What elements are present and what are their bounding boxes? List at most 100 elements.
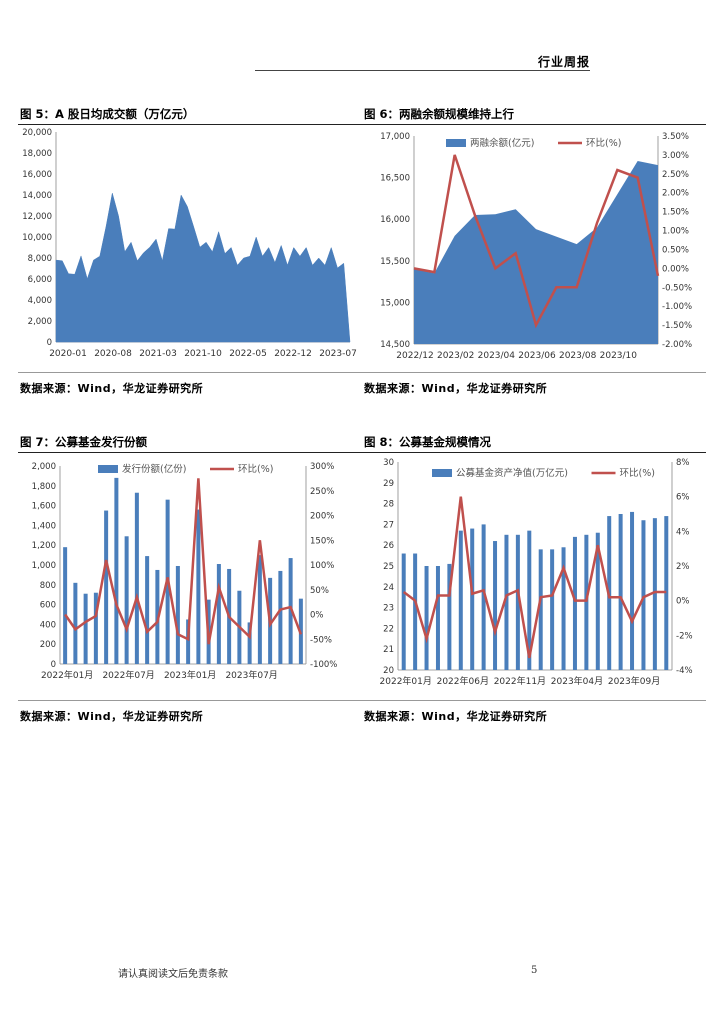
legend-label-secondary: 环比(%): [620, 467, 655, 479]
y2-tick-label: 250%: [310, 487, 334, 497]
issuance-bar: [247, 622, 252, 664]
y-tick-label: 15,500: [380, 257, 410, 267]
y-tick-label: 20: [383, 666, 394, 676]
y-tick-label: 400: [40, 620, 56, 630]
issuance-bar: [145, 556, 150, 664]
y2-tick-label: 3.00%: [662, 151, 689, 161]
issuance-bar: [83, 593, 88, 664]
x-tick-label: 2020-01: [49, 349, 87, 359]
y2-tick-label: 1.00%: [662, 227, 689, 237]
y-tick-label: 1,600: [32, 502, 56, 512]
y2-tick-label: 0%: [310, 611, 324, 621]
legend-swatch-primary: [446, 139, 466, 147]
x-tick-label: 2023/02: [437, 351, 474, 361]
issuance-bar: [73, 582, 78, 664]
issuance-bar: [216, 564, 221, 664]
legend-label-secondary: 环比(%): [586, 137, 621, 149]
y2-tick-label: 100%: [310, 561, 334, 571]
y-tick-label: 2,000: [28, 317, 52, 327]
x-tick-label: 2021-03: [139, 349, 177, 359]
mom-line: [64, 478, 303, 645]
y2-tick-label: 3.50%: [662, 132, 689, 142]
x-tick-label: 2023/10: [600, 351, 638, 361]
net-asset-bar: [515, 534, 520, 670]
x-tick-label: 2023年04月: [551, 675, 603, 687]
net-asset-bar: [493, 541, 498, 670]
y2-tick-label: 150%: [310, 536, 334, 546]
figure-6-source: 数据来源：Wind，华龙证券研究所: [364, 382, 548, 395]
y2-tick-label: 200%: [310, 512, 334, 522]
y-tick-label: 16,000: [22, 170, 52, 180]
y-tick-label: 30: [383, 458, 394, 468]
x-tick-label: 2022-05: [229, 349, 267, 359]
x-tick-label: 2022-12: [274, 349, 312, 359]
y-tick-label: 10,000: [22, 233, 52, 243]
issuance-bar: [257, 555, 262, 664]
net-asset-bar: [458, 530, 463, 670]
y2-tick-label: -50%: [310, 635, 332, 645]
y-tick-label: 0: [51, 660, 56, 670]
net-asset-bar: [561, 547, 566, 670]
y-tick-label: 18,000: [22, 149, 52, 159]
net-asset-bar: [641, 520, 646, 670]
legend-label-primary: 两融余额(亿元): [470, 137, 534, 149]
y-tick-label: 27: [383, 520, 394, 530]
issuance-bar: [114, 477, 119, 664]
y-tick-label: 8,000: [28, 254, 52, 264]
x-tick-label: 2022/12: [396, 351, 433, 361]
y2-tick-label: -1.00%: [662, 302, 692, 312]
net-asset-bar: [550, 549, 555, 670]
net-asset-bar: [584, 534, 589, 670]
x-tick-label: 2023/04: [478, 351, 516, 361]
x-tick-label: 2020-08: [94, 349, 132, 359]
net-asset-bar: [481, 524, 486, 670]
x-tick-label: 2022年11月: [494, 675, 546, 687]
figure-8-source: 数据来源：Wind，华龙证券研究所: [364, 710, 548, 723]
y2-tick-label: 300%: [310, 462, 334, 472]
x-tick-label: 2023-07: [319, 349, 357, 359]
y-tick-label: 21: [383, 645, 394, 655]
net-asset-bar: [538, 549, 543, 670]
y-tick-label: 12,000: [22, 212, 52, 222]
x-tick-label: 2023年07月: [225, 669, 277, 681]
figure-7-chart: 0 200 400 600 800 1,000 1,200 1,400 1,600 1,800 2,…: [32, 462, 338, 681]
legend-swatch-primary: [98, 465, 118, 473]
y-tick-label: 28: [383, 500, 394, 510]
figure-5-chart: 0 2,000 4,000 6,000 8,000 10,000 12,000 14,000 1…: [22, 128, 357, 359]
x-tick-label: 2022年06月: [437, 675, 489, 687]
net-asset-bar: [572, 536, 577, 670]
y-tick-label: 200: [40, 640, 56, 650]
y-tick-label: 29: [383, 479, 394, 489]
figure-7-top-rule: [18, 452, 362, 453]
y2-tick-label: 0%: [676, 597, 690, 607]
x-tick-label: 2023/08: [559, 351, 597, 361]
x-tick-label: 2023年09月: [608, 675, 660, 687]
y-tick-label: 24: [383, 583, 394, 593]
y-tick-label: 16,500: [380, 174, 410, 184]
figure-8-top-rule: [362, 452, 706, 453]
figure-6-bottom-rule: [362, 372, 706, 373]
net-asset-bar: [527, 530, 532, 670]
y2-tick-label: 1.50%: [662, 208, 689, 218]
figure-6-top-rule: [362, 124, 706, 125]
y-tick-label: 600: [40, 601, 56, 611]
x-tick-label: 2023/06: [518, 351, 556, 361]
net-asset-bar: [435, 566, 440, 670]
y2-tick-label: 50%: [310, 586, 329, 596]
y-tick-label: 14,500: [380, 340, 410, 350]
report-type-title: 行业周报: [537, 55, 590, 69]
y2-tick-label: 8%: [676, 458, 690, 468]
y2-tick-label: -0.50%: [662, 283, 692, 293]
y2-tick-label: 2.00%: [662, 189, 689, 199]
y2-tick-label: 6%: [676, 493, 690, 503]
x-tick-label: 2022年01月: [41, 669, 93, 681]
header-divider: [255, 70, 590, 71]
footer-disclaimer: 请认真阅读文后免责条款: [118, 969, 228, 980]
issuance-bar: [196, 509, 201, 664]
x-tick-label: 2022年07月: [102, 669, 154, 681]
figure-5-title: 图 5：A 股日均成交额（万亿元）: [20, 107, 195, 121]
y-tick-label: 20,000: [22, 128, 52, 138]
y-tick-label: 23: [383, 604, 394, 614]
figure-5-bottom-rule: [18, 372, 362, 373]
net-asset-bar: [618, 514, 623, 670]
